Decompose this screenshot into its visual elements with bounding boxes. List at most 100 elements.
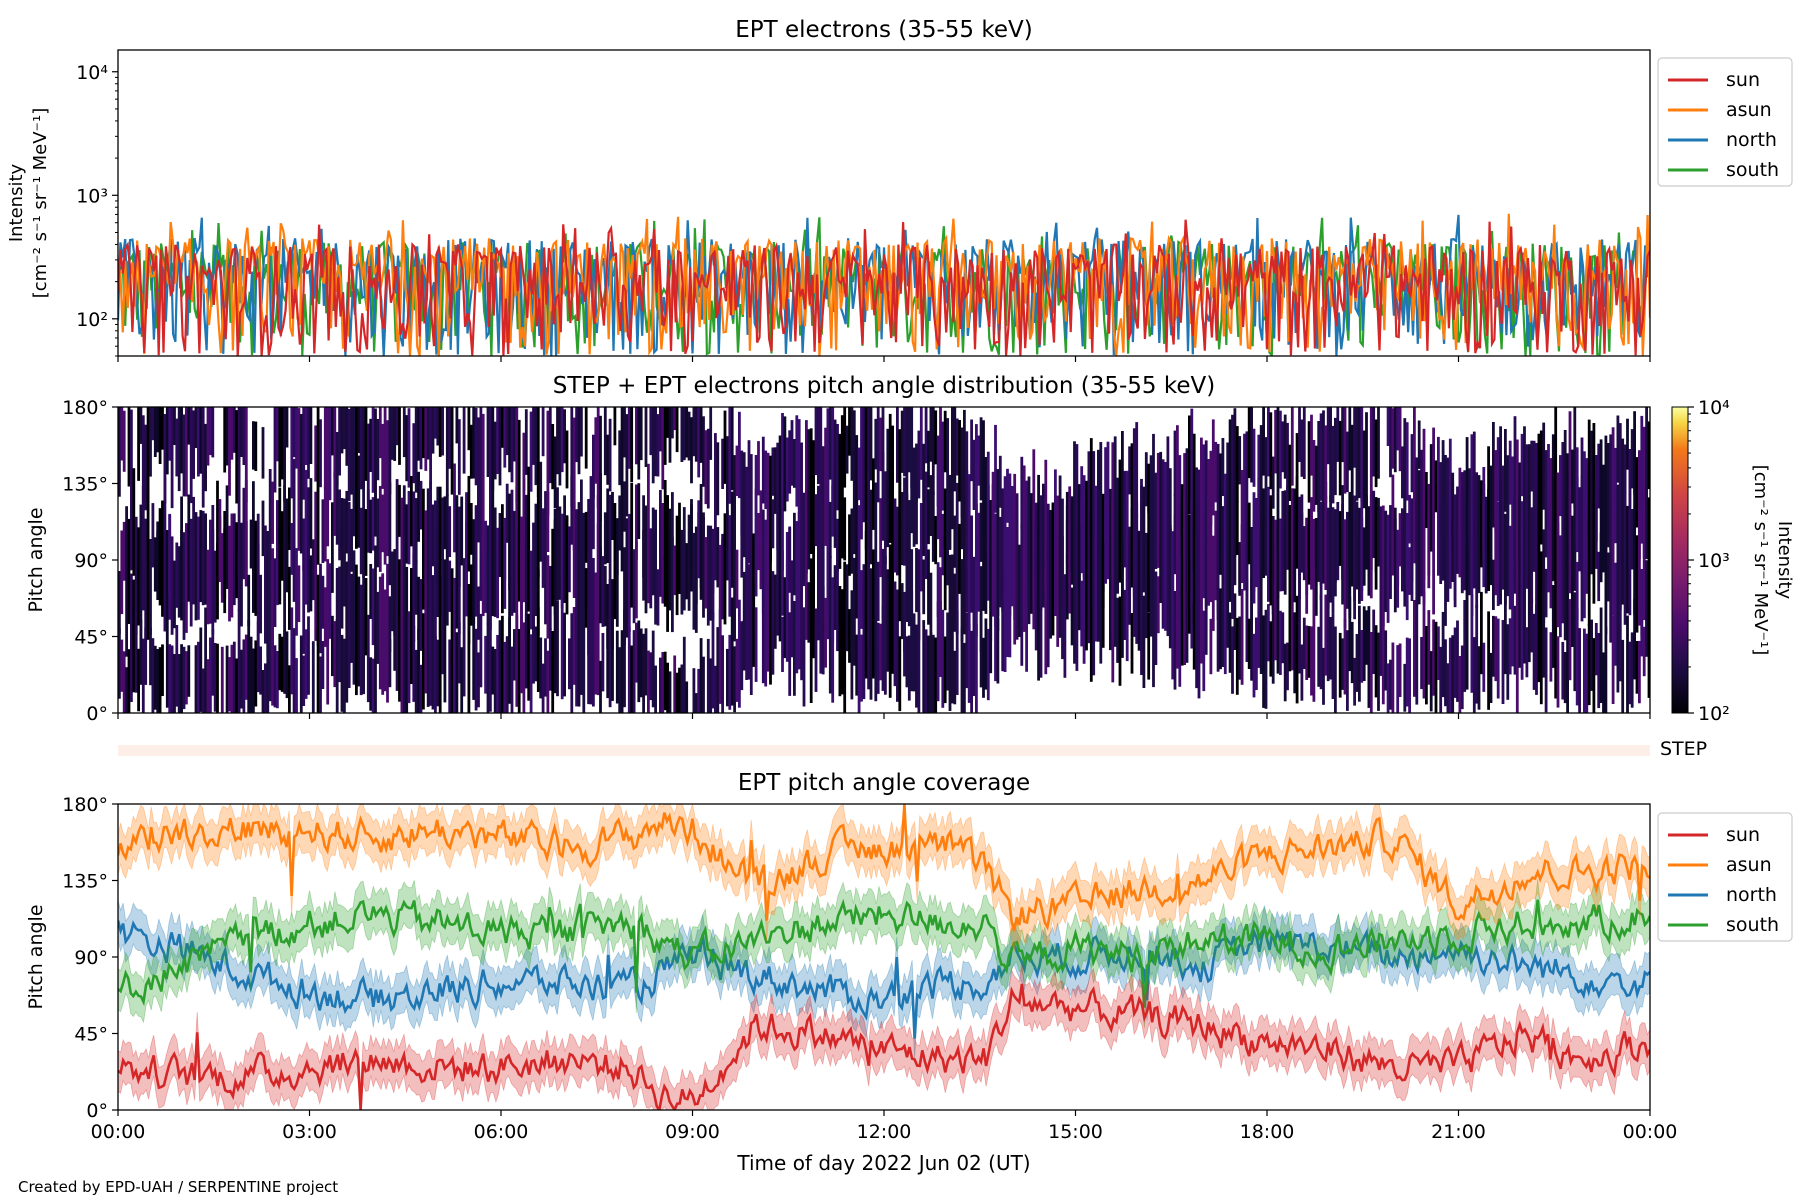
heatmap-cell bbox=[984, 457, 988, 517]
heatmap-cell bbox=[929, 475, 933, 536]
heatmap-cell bbox=[280, 636, 284, 692]
heatmap-cell bbox=[254, 421, 258, 471]
heatmap-cell bbox=[1152, 512, 1155, 617]
heatmap-cell bbox=[168, 407, 172, 461]
heatmap-cell bbox=[1358, 407, 1361, 499]
heatmap-cell bbox=[1267, 604, 1270, 662]
heatmap-cell bbox=[335, 454, 339, 545]
heatmap-cell bbox=[659, 657, 662, 713]
heatmap-cell bbox=[180, 407, 183, 474]
heatmap-cell bbox=[1104, 499, 1107, 584]
heatmap-cell bbox=[996, 618, 1000, 684]
heatmap-cell bbox=[1549, 459, 1553, 559]
heatmap-cell bbox=[431, 575, 435, 662]
heatmap-cell bbox=[472, 521, 476, 579]
heatmap-cell bbox=[211, 407, 215, 458]
heatmap-cell bbox=[1561, 641, 1565, 700]
heatmap-cell bbox=[235, 410, 239, 504]
heatmap-cell bbox=[1240, 470, 1244, 572]
heatmap-cell bbox=[840, 415, 844, 498]
heatmap-cell bbox=[510, 560, 514, 616]
heatmap-cell bbox=[1563, 537, 1567, 641]
heatmap-cell bbox=[151, 407, 155, 441]
heatmap-cell bbox=[1583, 628, 1586, 713]
heatmap-cell bbox=[1111, 524, 1115, 630]
heatmap-cell bbox=[1238, 542, 1242, 593]
heatmap-cell bbox=[1405, 637, 1409, 707]
heatmap-cell bbox=[819, 407, 823, 511]
heatmap-cell bbox=[1374, 625, 1378, 698]
heatmap-cell bbox=[1616, 612, 1620, 693]
heatmap-cell bbox=[285, 631, 289, 699]
heatmap-cell bbox=[252, 481, 255, 566]
heatmap-cell bbox=[1130, 443, 1134, 532]
heatmap-cell bbox=[1247, 502, 1251, 562]
heatmap-cell bbox=[199, 627, 203, 712]
heatmap-cell bbox=[376, 419, 380, 481]
heatmap-cell bbox=[998, 516, 1002, 608]
heatmap-cell bbox=[594, 572, 598, 652]
heatmap-cell bbox=[1451, 635, 1455, 713]
heatmap-cell bbox=[450, 568, 454, 665]
heatmap-cell bbox=[1535, 534, 1538, 643]
heatmap-cell bbox=[326, 450, 330, 547]
heatmap-cell bbox=[350, 407, 353, 495]
heatmap-cell bbox=[986, 531, 990, 601]
heatmap-cell bbox=[333, 407, 337, 479]
heatmap-cell bbox=[955, 610, 959, 695]
heatmap-cell bbox=[1549, 632, 1553, 682]
heatmap-cell bbox=[637, 407, 641, 480]
heatmap-cell bbox=[180, 496, 183, 560]
heatmap-cell bbox=[1609, 492, 1613, 551]
heatmap-cell bbox=[1312, 527, 1316, 617]
heatmap-cell bbox=[1446, 663, 1450, 713]
heatmap-cell bbox=[1195, 603, 1198, 689]
heatmap-cell bbox=[522, 478, 526, 567]
heatmap-cell bbox=[1164, 526, 1167, 604]
heatmap-cell bbox=[790, 420, 794, 486]
heatmap-cell bbox=[702, 656, 705, 713]
heatmap-cell bbox=[1389, 548, 1392, 599]
heatmap-cell bbox=[769, 537, 772, 617]
heatmap-cell bbox=[1137, 530, 1141, 614]
heatmap-cell bbox=[1250, 528, 1253, 590]
heatmap-cell bbox=[857, 447, 861, 501]
heatmap-cell bbox=[855, 537, 859, 619]
heatmap-cell bbox=[769, 580, 772, 685]
heatmap-cell bbox=[754, 607, 758, 682]
heatmap-cell bbox=[1219, 484, 1222, 575]
heatmap-cell bbox=[1403, 418, 1407, 516]
heatmap-cell bbox=[1604, 435, 1608, 501]
heatmap-cell bbox=[862, 564, 866, 666]
heatmap-cell bbox=[316, 574, 320, 646]
heatmap-cell bbox=[1372, 609, 1376, 674]
heatmap-cell bbox=[991, 484, 995, 557]
heatmap-cell bbox=[953, 515, 957, 568]
heatmap-cell bbox=[1446, 457, 1450, 560]
heatmap-cell bbox=[1233, 491, 1237, 557]
heatmap-cell bbox=[1451, 525, 1455, 582]
heatmap-cell bbox=[1166, 574, 1170, 637]
heatmap-cell bbox=[1298, 519, 1301, 607]
heatmap-cell bbox=[1140, 582, 1143, 675]
heatmap-cell bbox=[726, 510, 729, 560]
heatmap-cell bbox=[1006, 468, 1009, 523]
heatmap-cell bbox=[441, 407, 444, 456]
heatmap-cell bbox=[1161, 459, 1165, 565]
heatmap-cell bbox=[395, 407, 399, 446]
heatmap-cell bbox=[661, 503, 665, 559]
heatmap-cell bbox=[1312, 615, 1316, 702]
heatmap-cell bbox=[369, 418, 373, 472]
heatmap-cell bbox=[1568, 599, 1572, 681]
heatmap-cell bbox=[1310, 414, 1313, 476]
heatmap-cell bbox=[690, 504, 693, 568]
heatmap-cell bbox=[1616, 484, 1620, 572]
heatmap-cell bbox=[761, 436, 765, 504]
heatmap-cell bbox=[668, 671, 672, 713]
heatmap-cell bbox=[580, 514, 583, 624]
heatmap-cell bbox=[1044, 570, 1048, 675]
heatmap-cell bbox=[927, 430, 930, 488]
heatmap-cell bbox=[1453, 509, 1457, 600]
heatmap-cell bbox=[843, 497, 847, 561]
heatmap-cell bbox=[721, 635, 724, 713]
